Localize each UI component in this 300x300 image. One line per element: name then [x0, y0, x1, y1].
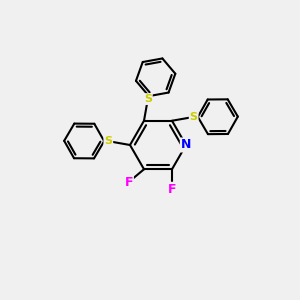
- Text: S: S: [190, 112, 198, 122]
- Text: S: S: [104, 136, 112, 146]
- Text: F: F: [124, 176, 133, 189]
- Text: S: S: [144, 94, 152, 104]
- Text: F: F: [168, 183, 176, 196]
- Text: N: N: [181, 139, 191, 152]
